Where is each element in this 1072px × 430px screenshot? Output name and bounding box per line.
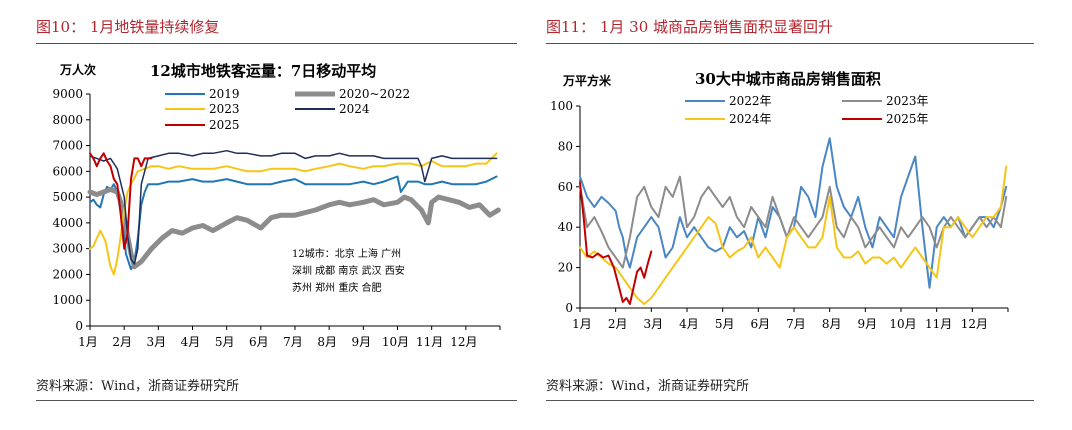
x-tick-label: 1月 — [78, 335, 98, 349]
x-tick-label: 5月 — [715, 317, 735, 331]
right-source: 资料来源：Wind，浙商证券研究所 — [546, 379, 749, 394]
y-tick-label: 6000 — [52, 164, 83, 178]
left-bottom-rule — [36, 400, 517, 401]
legend-label: 2019 — [209, 87, 240, 101]
y-tick-label: 3000 — [52, 242, 83, 256]
legend-label: 2024 — [339, 102, 370, 116]
y-tick-label: 80 — [558, 139, 573, 153]
right-figure-title: 图11： 1月 30 城商品房销售面积显著回升 — [546, 18, 834, 36]
series-line-2025年 — [579, 181, 653, 305]
legend-label: 2025 — [209, 118, 240, 132]
y-tick-label: 2000 — [52, 267, 83, 281]
housing-sales-chart: 0 20 40 60 80 100 1月 2月 3月 4月 5月 6月 7月 8月 9月 10月 11月 12月 万… — [550, 70, 1009, 331]
right-title-rule — [546, 43, 1034, 44]
y-tick-label: 8000 — [52, 113, 83, 127]
x-tick-label: 6月 — [249, 335, 269, 349]
x-tick-label: 2月 — [112, 335, 132, 349]
city-note-line: 苏州 郑州 重庆 合肥 — [292, 281, 382, 294]
x-tick-label: 7月 — [786, 317, 806, 331]
x-tick-label: 10月 — [382, 335, 409, 349]
series-line-2022年 — [579, 137, 1008, 289]
y-tick-label: 60 — [558, 180, 573, 194]
y-tick-label: 40 — [558, 220, 573, 234]
series-line-2025 — [89, 152, 153, 250]
x-tick-label: 4月 — [181, 335, 201, 349]
city-note-line: 12城市：北京 上海 广州 — [292, 247, 401, 260]
y-tick-label: 5000 — [52, 190, 83, 204]
x-tick-label: 11月 — [416, 335, 443, 349]
series-line-2023 — [89, 152, 498, 276]
subway-chart: 0 1000 2000 3000 4000 5000 6000 7000 8000 9000 1月 2… — [52, 62, 501, 349]
y-axis-unit-label: 万平方米 — [562, 73, 612, 88]
series-line-2023年 — [579, 175, 1008, 269]
y-tick-label: 9000 — [52, 87, 83, 101]
x-tick-label: 9月 — [352, 335, 372, 349]
chart-title: 12城市地铁客运量：7日移动平均 — [150, 62, 376, 80]
x-tick-label: 8月 — [822, 317, 842, 331]
y-tick-label: 20 — [558, 261, 573, 275]
x-tick-label: 9月 — [858, 317, 878, 331]
city-note-line: 深圳 成都 南京 武汉 西安 — [292, 264, 405, 277]
x-tick-label: 5月 — [215, 335, 235, 349]
right-bottom-rule — [546, 400, 1034, 401]
legend-label: 2024年 — [729, 112, 772, 126]
x-tick-label: 7月 — [283, 335, 303, 349]
x-tick-label: 10月 — [889, 317, 916, 331]
x-tick-label: 2月 — [608, 317, 628, 331]
x-tick-label: 8月 — [317, 335, 337, 349]
y-tick-label: 0 — [75, 319, 83, 333]
legend-label: 2023 — [209, 102, 240, 116]
legend-label: 2022年 — [729, 94, 772, 108]
legend-label: 2025年 — [886, 112, 929, 126]
legend-label: 2023年 — [886, 94, 929, 108]
x-tick-label: 3月 — [644, 317, 664, 331]
series-line-2024 — [89, 149, 498, 265]
x-tick-label: 12月 — [961, 317, 988, 331]
y-tick-label: 1000 — [52, 293, 83, 307]
x-tick-label: 6月 — [751, 317, 771, 331]
left-source: 资料来源：Wind，浙商证券研究所 — [36, 379, 239, 394]
y-tick-label: 4000 — [52, 216, 83, 230]
y-tick-label: 0 — [565, 301, 573, 315]
y-tick-label: 7000 — [52, 139, 83, 153]
chart-title: 30大中城市商品房销售面积 — [695, 70, 881, 88]
x-tick-label: 11月 — [925, 317, 952, 331]
y-axis-unit-label: 万人次 — [59, 62, 96, 77]
legend-label: 2020~2022 — [339, 87, 410, 101]
x-tick-label: 1月 — [572, 317, 592, 331]
left-title-rule — [36, 43, 517, 44]
x-tick-label: 4月 — [679, 317, 699, 331]
series-line-2024年 — [579, 165, 1008, 305]
x-tick-label: 12月 — [450, 335, 477, 349]
left-figure-title: 图10： 1月地铁量持续修复 — [36, 18, 220, 36]
x-tick-label: 3月 — [147, 335, 167, 349]
y-tick-label: 100 — [550, 99, 573, 113]
